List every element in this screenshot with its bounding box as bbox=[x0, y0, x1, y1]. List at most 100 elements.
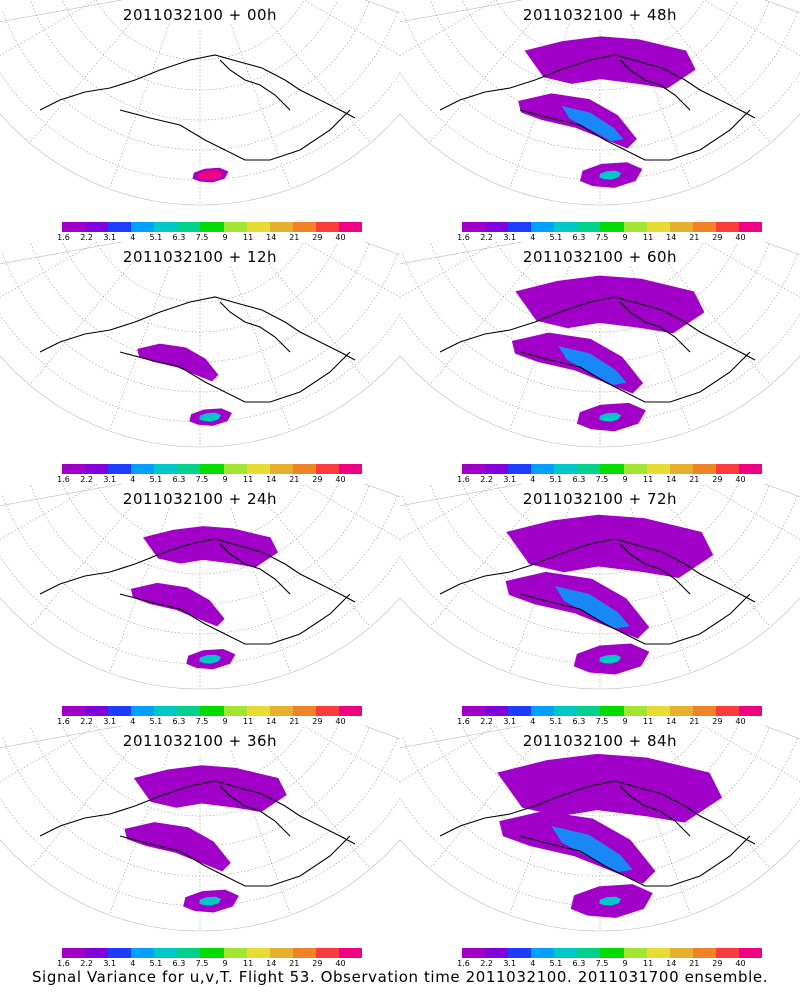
variance-shading bbox=[137, 343, 233, 426]
colorbar-tick-label: 40 bbox=[735, 959, 746, 968]
colorbar-swatch bbox=[338, 706, 363, 716]
colorbar-tick-label: 1.6 bbox=[457, 717, 470, 726]
colorbar-swatch bbox=[600, 948, 624, 958]
colorbar-swatch bbox=[269, 464, 293, 474]
coastlines bbox=[439, 538, 756, 645]
colorbar bbox=[62, 464, 363, 474]
colorbar-tick-label: 7.5 bbox=[195, 717, 209, 726]
colorbar-tick-label: 3.1 bbox=[103, 475, 117, 484]
variance-shading bbox=[497, 753, 723, 918]
colorbar-swatch bbox=[462, 948, 486, 958]
colorbar-tick-label: 29 bbox=[312, 475, 323, 484]
colorbar-tick-label: 9 bbox=[622, 233, 628, 242]
colorbar-tick-label: 21 bbox=[289, 717, 300, 726]
variance-shading bbox=[505, 514, 714, 675]
colorbar-tick-label: 29 bbox=[312, 717, 323, 726]
colorbar-tick-label: 14 bbox=[266, 475, 277, 484]
coastlines bbox=[439, 780, 756, 887]
colorbar-tick-label: 9 bbox=[222, 959, 228, 968]
colorbar-swatch bbox=[315, 222, 339, 232]
colorbar-tick-label: 21 bbox=[689, 233, 700, 242]
colorbar-swatch bbox=[131, 706, 155, 716]
colorbar-swatch bbox=[531, 222, 555, 232]
variance-shading bbox=[518, 36, 696, 188]
colorbar-tick-label: 14 bbox=[266, 717, 277, 726]
map-frame bbox=[0, 242, 400, 448]
colorbar-swatch bbox=[577, 222, 601, 232]
map-panel-0h: 2011032100 + 00h 1.6 2.2 3.1 4 5.1 6.3 7.5 9 11 14… bbox=[0, 0, 400, 242]
variance-shading bbox=[130, 526, 278, 670]
colorbar-swatch bbox=[108, 706, 132, 716]
colorbar-tick-label: 14 bbox=[266, 233, 277, 242]
colorbar-ticks: 1.6 2.2 3.1 4 5.1 6.3 7.5 9 11 14 21 29 40 bbox=[52, 475, 372, 485]
map-panel-36h: 2011032100 + 36h 1.6 2.2 3.1 4 5.1 6.3 7.5 9 11 14… bbox=[0, 726, 400, 968]
colorbar-ticks: 1.6 2.2 3.1 4 5.1 6.3 7.5 9 11 14 21 29 40 bbox=[52, 717, 372, 727]
colorbar-tick-label: 6.3 bbox=[572, 475, 586, 484]
colorbar-swatch bbox=[154, 222, 178, 232]
colorbar-swatch bbox=[600, 222, 624, 232]
colorbar-swatch bbox=[692, 948, 716, 958]
colorbar-tick-label: 5.1 bbox=[149, 475, 163, 484]
colorbar-tick-label: 2.2 bbox=[480, 475, 493, 484]
colorbar-swatch bbox=[62, 948, 86, 958]
polar-map bbox=[400, 242, 800, 448]
colorbar-tick-label: 1.6 bbox=[57, 959, 70, 968]
panel-title: 2011032100 + 60h bbox=[522, 248, 678, 266]
colorbar-tick-label: 5.1 bbox=[149, 717, 163, 726]
colorbar-swatch bbox=[246, 706, 270, 716]
panel-title: 2011032100 + 00h bbox=[122, 6, 278, 24]
colorbar-tick-label: 7.5 bbox=[195, 475, 209, 484]
colorbar-swatch bbox=[646, 222, 670, 232]
coastlines bbox=[439, 54, 756, 161]
colorbar-swatch bbox=[646, 948, 670, 958]
colorbar-swatch bbox=[508, 464, 532, 474]
colorbar-tick-label: 2.2 bbox=[80, 959, 93, 968]
colorbar-tick-label: 6.3 bbox=[572, 233, 586, 242]
colorbar-swatch bbox=[292, 464, 316, 474]
colorbar-tick-label: 11 bbox=[243, 717, 254, 726]
colorbar-swatch bbox=[131, 948, 155, 958]
colorbar-swatch bbox=[85, 706, 109, 716]
colorbar-swatch bbox=[485, 706, 509, 716]
colorbar-tick-label: 6.3 bbox=[172, 233, 186, 242]
colorbar-swatch bbox=[269, 222, 293, 232]
colorbar-ticks: 1.6 2.2 3.1 4 5.1 6.3 7.5 9 11 14 21 29 40 bbox=[52, 959, 372, 969]
colorbar-tick-label: 1.6 bbox=[457, 959, 470, 968]
colorbar-swatch bbox=[531, 706, 555, 716]
colorbar-swatch bbox=[292, 706, 316, 716]
colorbar-tick-label: 3.1 bbox=[503, 475, 517, 484]
colorbar-swatch bbox=[623, 948, 647, 958]
colorbar-tick-label: 14 bbox=[666, 475, 677, 484]
coastlines bbox=[39, 296, 356, 403]
colorbar-tick-label: 5.1 bbox=[549, 233, 563, 242]
polar-map bbox=[400, 484, 800, 690]
colorbar-tick-label: 9 bbox=[622, 959, 628, 968]
map-panel-24h: 2011032100 + 24h 1.6 2.2 3.1 4 5.1 6.3 7.5 9 11 14… bbox=[0, 484, 400, 726]
coastlines bbox=[439, 296, 756, 403]
colorbar-swatch bbox=[646, 706, 670, 716]
colorbar-swatch bbox=[177, 706, 201, 716]
colorbar-swatch bbox=[269, 948, 293, 958]
colorbar-swatch bbox=[223, 464, 247, 474]
colorbar bbox=[462, 706, 763, 716]
colorbar-tick-label: 29 bbox=[712, 959, 723, 968]
colorbar-tick-label: 14 bbox=[266, 959, 277, 968]
colorbar-swatch bbox=[738, 706, 763, 716]
colorbar-swatch bbox=[623, 222, 647, 232]
colorbar-swatch bbox=[623, 706, 647, 716]
colorbar-tick-label: 1.6 bbox=[57, 475, 70, 484]
colorbar-tick-label: 4 bbox=[130, 233, 136, 242]
colorbar-tick-label: 5.1 bbox=[549, 959, 563, 968]
colorbar-swatch bbox=[715, 464, 739, 474]
colorbar-tick-label: 9 bbox=[622, 475, 628, 484]
colorbar-tick-label: 4 bbox=[530, 233, 536, 242]
colorbar-tick-label: 5.1 bbox=[549, 475, 563, 484]
colorbar-swatch bbox=[485, 464, 509, 474]
panel-title: 2011032100 + 84h bbox=[522, 732, 678, 750]
colorbar-swatch bbox=[338, 464, 363, 474]
colorbar-tick-label: 21 bbox=[289, 475, 300, 484]
map-frame bbox=[0, 484, 400, 690]
colorbar-swatch bbox=[669, 222, 693, 232]
colorbar-tick-label: 11 bbox=[243, 233, 254, 242]
colorbar-tick-label: 11 bbox=[643, 717, 654, 726]
